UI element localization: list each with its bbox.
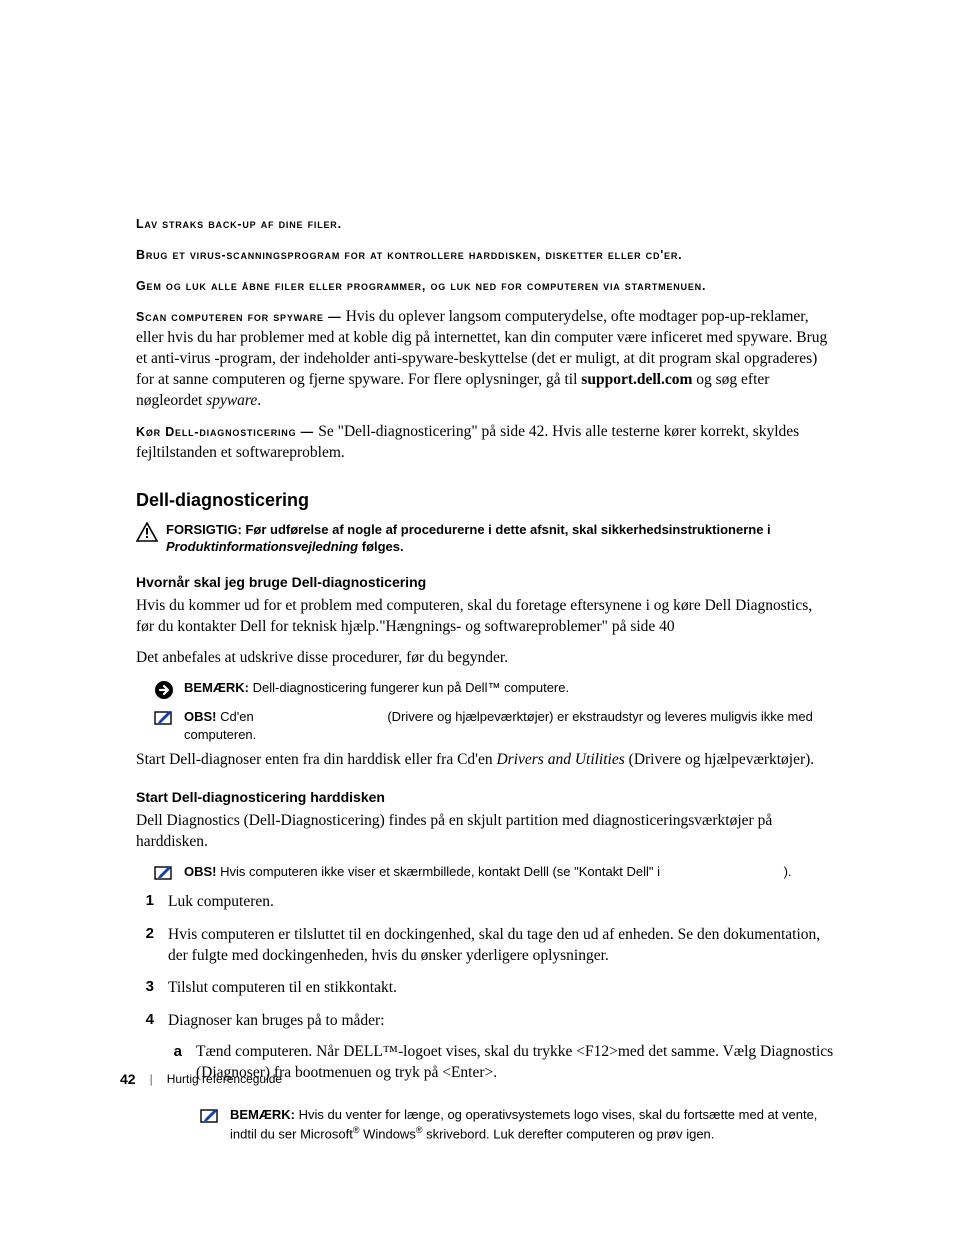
- obs-body-1a: Cd'en: [220, 709, 257, 724]
- notice-block-1: BEMÆRK: Dell-diagnosticering fungerer ku…: [136, 679, 834, 700]
- heading-virus: Brug et virus-scanningsprogram for at ko…: [136, 246, 834, 265]
- heading-saveclose: Gem og luk alle åbne filer eller program…: [136, 277, 834, 296]
- caution-label: FORSIGTIG:: [166, 522, 245, 537]
- step-number: 1: [136, 892, 154, 909]
- obs-body-2b: ).: [784, 864, 792, 879]
- obs-block-1: OBS! Cd'en (Drivere og hjælpeværktøjer) …: [136, 708, 834, 744]
- notice-body-2c: skrivebord. Luk derefter computeren og p…: [422, 1127, 714, 1142]
- alpha-body-a: Tænd computeren. Når DELL™-logoet vises,…: [196, 1042, 834, 1084]
- footer-title: Hurtig referenceguide: [167, 1072, 282, 1086]
- obs-label-1: OBS!: [184, 709, 220, 724]
- runin-spyware: Scan computeren for spyware —: [136, 310, 346, 324]
- runin-rundiag: Kør Dell-diagnosticering —: [136, 425, 318, 439]
- obs-body-2a: Hvis computeren ikke viser et skærmbille…: [220, 864, 663, 879]
- obs-text-1: OBS! Cd'en (Drivere og hjælpeværktøjer) …: [184, 708, 834, 744]
- caution-block: FORSIGTIG: Før udførelse af nogle af pro…: [136, 521, 834, 556]
- caution-text: FORSIGTIG: Før udførelse af nogle af pro…: [166, 521, 834, 556]
- notice-icon: [154, 680, 174, 700]
- list-item: 1 Luk computeren.: [136, 892, 834, 913]
- para-spyware: Scan computeren for spyware — Hvis du op…: [136, 307, 834, 412]
- step-body-1: Luk computeren.: [168, 892, 834, 913]
- subhead-start: Start Dell-diagnosticering harddisken: [136, 789, 834, 805]
- para-rundiag: Kør Dell-diagnosticering — Se "Dell-diag…: [136, 422, 834, 464]
- page-number: 42: [120, 1071, 136, 1087]
- numbered-list: 1 Luk computeren. 2 Hvis computeren er t…: [136, 892, 834, 1094]
- notice-label-2: BEMÆRK:: [230, 1107, 299, 1122]
- section-title-delldiag: Dell-diagnosticering: [136, 490, 834, 511]
- caution-icon: [136, 522, 158, 542]
- para-sub1-3: Start Dell-diagnoser enten fra din hardd…: [136, 750, 834, 771]
- footer-separator: |: [150, 1072, 153, 1086]
- notice-text-2: BEMÆRK: Hvis du venter for længe, og ope…: [230, 1106, 834, 1144]
- text-spyware-keyword: spyware: [206, 392, 257, 409]
- step-number: 4: [136, 1011, 154, 1028]
- document-page: Lav straks back-up af dine filer. Brug e…: [0, 0, 954, 1235]
- caution-body-a: Før udførelse af nogle af procedurerne i…: [245, 522, 770, 537]
- para-sub2-1: Dell Diagnostics (Dell-Diagnosticering) …: [136, 811, 834, 853]
- notice-body-1: Dell-diagnosticering fungerer kun på Del…: [253, 680, 570, 695]
- list-item: 2 Hvis computeren er tilsluttet til en d…: [136, 925, 834, 967]
- step-body-3: Tilslut computeren til en stikkontakt.: [168, 978, 834, 999]
- step-number: 3: [136, 978, 154, 995]
- notice-label-1: BEMÆRK:: [184, 680, 253, 695]
- italic-drivers: Drivers and Utilities: [496, 751, 624, 768]
- notice-body-2b: Windows: [359, 1127, 415, 1142]
- obs-block-2: OBS! Hvis computeren ikke viser et skærm…: [136, 863, 834, 882]
- obs-icon: [154, 864, 174, 882]
- list-item: 3 Tilslut computeren til en stikkontakt.: [136, 978, 834, 999]
- obs-label-2: OBS!: [184, 864, 220, 879]
- subhead-when: Hvornår skal jeg bruge Dell-diagnosticer…: [136, 574, 834, 590]
- step-body-2: Hvis computeren er tilsluttet til en doc…: [168, 925, 834, 967]
- heading-backup: Lav straks back-up af dine filer.: [136, 215, 834, 234]
- obs-text-2: OBS! Hvis computeren ikke viser et skærm…: [184, 863, 834, 881]
- notice-block-2: BEMÆRK: Hvis du venter for længe, og ope…: [136, 1106, 834, 1144]
- link-supportdell: support.dell.com: [581, 371, 692, 388]
- page-footer: 42 | Hurtig referenceguide: [120, 1071, 282, 1087]
- obs-icon: [200, 1107, 220, 1125]
- step-number: 2: [136, 925, 154, 942]
- notice-text-1: BEMÆRK: Dell-diagnosticering fungerer ku…: [184, 679, 834, 697]
- caution-body-b: følges.: [358, 539, 404, 554]
- para-sub1-2: Det anbefales at udskrive disse procedur…: [136, 648, 834, 669]
- obs-icon: [154, 709, 174, 727]
- para-sub1-1: Hvis du kommer ud for et problem med com…: [136, 596, 834, 638]
- caution-italic: Produktinformationsvejledning: [166, 539, 358, 554]
- alpha-marker: a: [168, 1042, 182, 1062]
